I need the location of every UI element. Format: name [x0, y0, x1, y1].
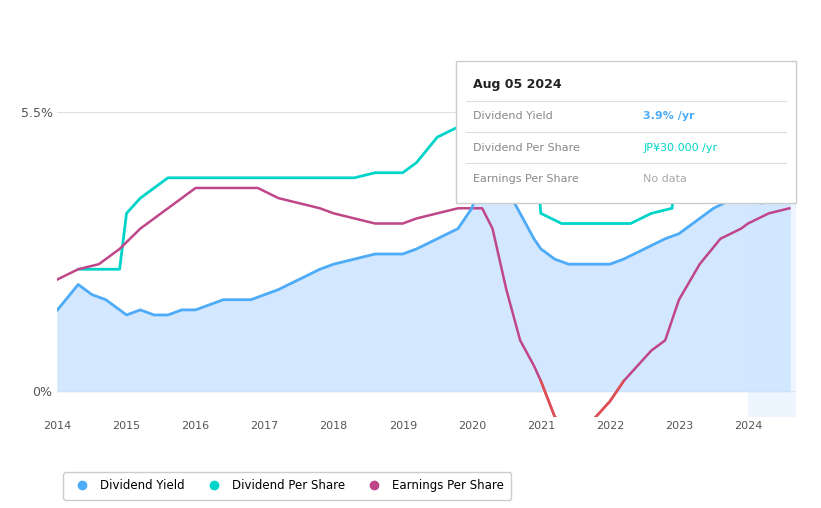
Text: Dividend Per Share: Dividend Per Share [473, 143, 580, 153]
Text: JP¥30.000 /yr: JP¥30.000 /yr [643, 143, 718, 153]
Text: No data: No data [643, 174, 687, 184]
Bar [748, 61, 796, 417]
Legend: Dividend Yield, Dividend Per Share, Earnings Per Share: Dividend Yield, Dividend Per Share, Earn… [63, 472, 511, 499]
Text: 3.9% /yr: 3.9% /yr [643, 111, 695, 121]
Text: Past: Past [767, 107, 793, 120]
Text: Dividend Yield: Dividend Yield [473, 111, 553, 121]
FancyBboxPatch shape [456, 61, 796, 203]
Text: Aug 05 2024: Aug 05 2024 [473, 78, 562, 91]
Text: Earnings Per Share: Earnings Per Share [473, 174, 579, 184]
